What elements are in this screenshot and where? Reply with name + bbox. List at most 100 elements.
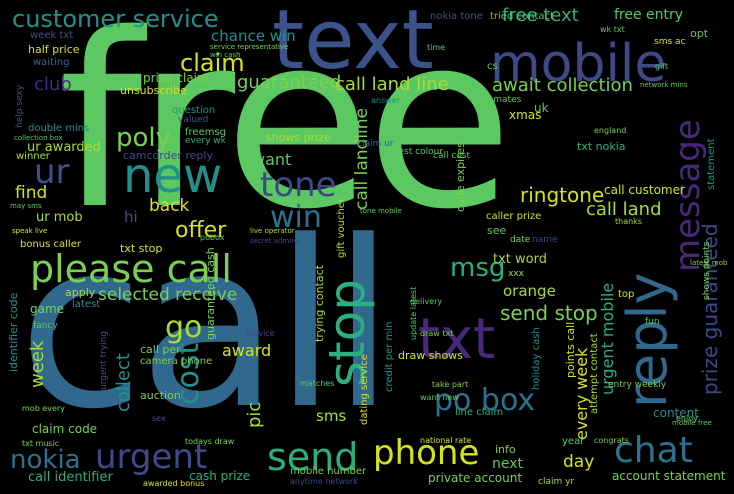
word-cash-prize: cash prize [189,469,251,483]
word-network-mins: network mins [640,81,688,89]
word-ur-mob: ur mob [36,210,83,225]
word-camcorder-reply: camcorder reply [123,149,213,162]
word-half-price: half price [28,43,80,56]
word-winner: winner [16,151,50,162]
word-sex: sex [152,414,166,423]
word-statement: statement [706,138,717,190]
word-question: question [172,105,216,116]
word-mobile-number: mobile number [290,466,367,477]
word-txt-stop: txt stop [120,242,163,255]
word-line-claim: line claim [455,407,504,418]
word-claim-ur: claim ur [357,139,394,149]
word-service: service [246,329,275,338]
word-po-box: po box [434,383,536,418]
word-poly: poly [116,123,172,153]
word-fun: fun [645,317,660,327]
word-pobox: pobox [200,233,225,242]
word-anytime-network: anytime network [290,477,358,486]
word-find: find [15,183,48,203]
word-name: name [532,235,558,245]
word-guaranteed-cash: guaranteed cash [204,247,217,340]
word-call-customer: call customer [604,183,685,197]
word-ringtone: ringtone [520,183,605,207]
word-waiting: waiting [33,57,70,68]
word-txt: txt [418,307,496,372]
word-ur-mates: ur mates [481,95,522,105]
word-customer-service: customer service [12,5,219,33]
word-xxx: xxx [508,269,524,279]
word-mobile: mobile [490,34,667,94]
word-apply: apply [65,286,96,299]
word-call-land-line: call land line [335,74,449,95]
word-win: win [270,200,322,235]
word-claim-code: claim code [32,422,98,436]
word-please-call: please call [30,247,232,291]
word-shows-prize: shows prize [266,131,331,144]
word-mob-every: mob every [22,404,65,413]
word-caller-prize: caller prize [486,211,542,222]
word-auction: auction [140,389,181,402]
word-guaranteed: guaranteed [237,72,342,93]
word-speak-live: speak live [12,227,48,235]
word-latest-mob: latest mob [690,259,728,267]
word-points-call: points call [564,321,577,378]
word-prize-claim: prize claim [143,71,209,85]
word-txt-music: txt music [22,439,60,448]
word-free: free [58,0,513,262]
word-matches: matches [300,379,335,388]
word-nokia: nokia [10,445,81,475]
word-tried-contact: tried contact [490,11,554,22]
word-collect: collect [113,353,134,412]
word-go: go [165,310,203,345]
word-year: year [562,436,585,447]
word-next: next [492,456,524,472]
word-cs: cs [487,61,498,72]
word-mobile-free: mobile free [672,419,712,427]
word-win-cash: win cash [210,51,241,59]
word-entry-weekly: entry weekly [608,380,667,390]
word-club: club [34,74,72,95]
word-update-latest: update latest [409,286,418,340]
word-land-line: land line [465,127,495,135]
word-tone-mobile: tone mobile [360,207,402,215]
word-call: call [18,193,395,460]
word-call-identifier: call identifier [28,470,113,485]
word-draw-txt: draw txt [420,329,454,338]
word-service-representative: service representative [210,43,289,51]
word-double-mins: double mins [28,123,90,134]
word-top: top [618,289,635,300]
word-collection-box: collection box [14,134,63,142]
word-gift-voucher: gift voucher [336,197,347,258]
word-tone: tone [260,165,337,205]
word-send: send [267,435,359,479]
word-opt: opt [690,27,709,40]
word-live-operator: live operator [250,227,295,235]
word-day: day [563,452,595,472]
word-want-new: want new [420,393,459,402]
word-holiday-cash: holiday cash [531,327,542,390]
word-trying-contact: trying contact [313,264,326,342]
word-chance-win: chance win [211,27,296,45]
word-chat: chat [614,430,693,471]
word-claim: claim [180,49,245,77]
word-pic: pic [244,401,265,428]
word-claim-yr: claim yr [538,477,575,487]
word-uk: uk [534,101,549,115]
word-fancy: fancy [33,321,58,331]
word-see: see [487,224,507,237]
word-call-landline: call landline [352,108,372,210]
word-national-rate: national rate [420,436,472,445]
word-text: text [272,0,434,88]
word-week: week [27,340,48,388]
word-thanks: thanks [615,217,642,226]
word-dating-service: dating service [359,354,370,425]
word-time: time [427,43,446,52]
word-award: award [222,341,272,360]
word-latest-colour: latest colour [387,147,444,157]
word-msg: msg [450,253,506,283]
word-xmas: xmas [509,108,542,122]
word-nokia-tone: nokia tone [430,11,483,22]
word-todays-draw: todays draw [185,437,235,446]
word-private-account: private account [428,471,523,485]
